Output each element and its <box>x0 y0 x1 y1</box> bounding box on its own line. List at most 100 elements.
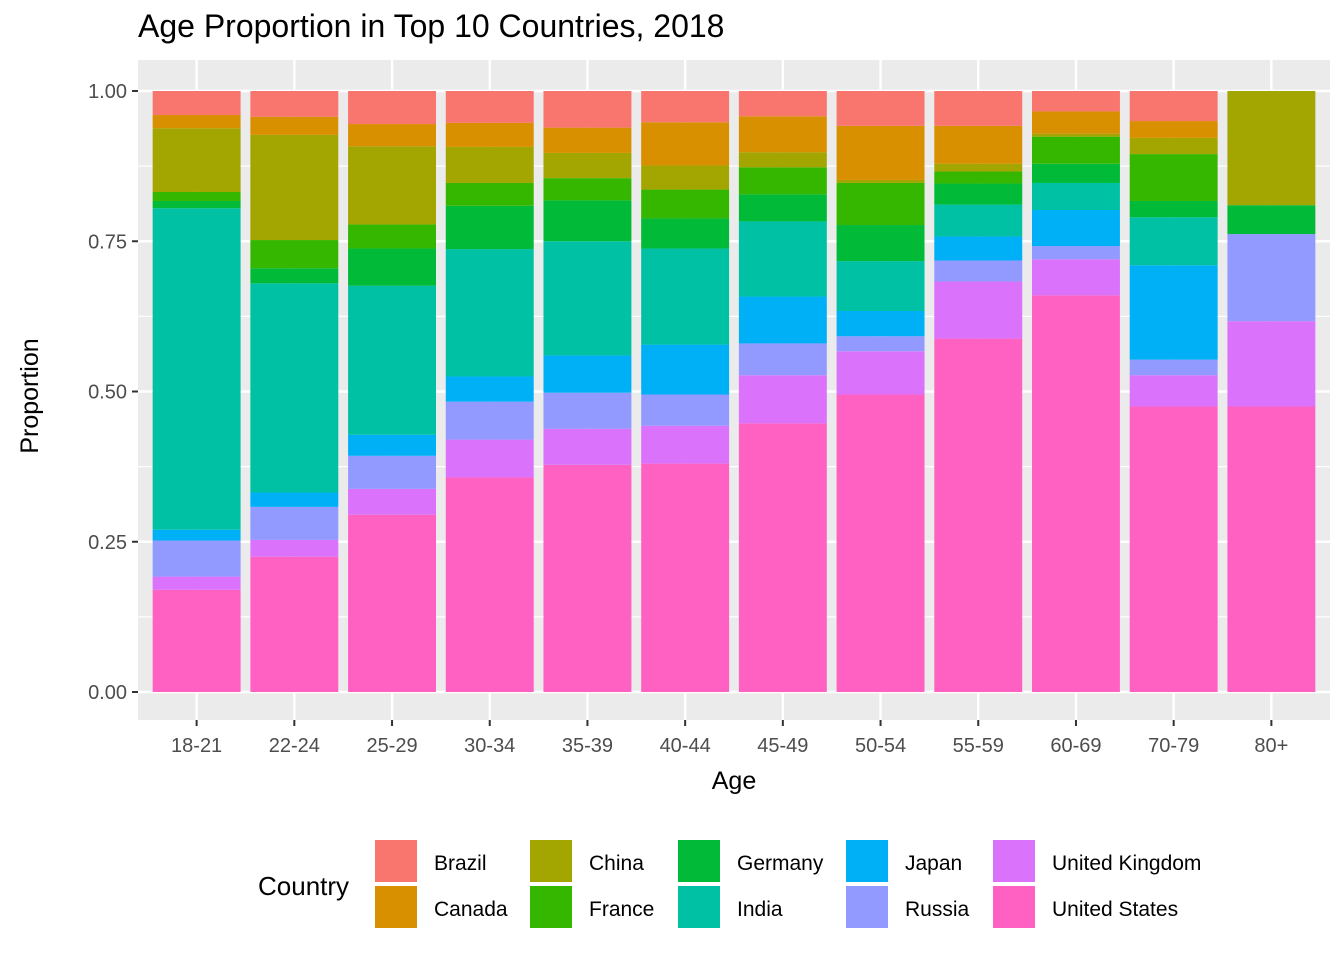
bar-segment <box>543 392 632 429</box>
legend-key <box>678 840 720 882</box>
legend-key <box>530 840 572 882</box>
bar-segment <box>348 488 436 515</box>
x-tick-label: 30-34 <box>464 735 515 757</box>
bar-segment <box>250 556 339 692</box>
bar-segment <box>250 506 339 540</box>
bar-segment <box>445 122 534 147</box>
bar-segment <box>348 146 436 225</box>
bar-segment <box>1129 406 1218 692</box>
bar-segment <box>836 125 925 180</box>
bar-segment <box>836 225 925 262</box>
bar-segment <box>836 261 925 311</box>
bar-segment <box>1032 182 1120 210</box>
bar-segment <box>836 179 925 183</box>
bar-segment <box>445 376 534 402</box>
bar-segment <box>641 91 730 123</box>
bar-segment <box>1227 234 1316 322</box>
bar-segment <box>641 425 730 464</box>
bar-segment <box>152 115 241 129</box>
bar-segment <box>1032 136 1120 164</box>
legend-label: United States <box>1052 898 1178 921</box>
bar-segment <box>543 91 632 128</box>
x-tick-label: 55-59 <box>953 735 1004 757</box>
legend-label: United Kingdom <box>1052 852 1201 875</box>
bar-segment <box>641 344 730 395</box>
x-tick-label: 40-44 <box>660 735 711 757</box>
bar-segment <box>1129 91 1218 122</box>
bar-segment <box>934 204 1023 237</box>
bar-segment <box>1227 205 1316 235</box>
bar-segment <box>250 539 339 557</box>
bar-segment <box>934 236 1023 261</box>
bar-segment <box>543 464 632 692</box>
bar-segment <box>1032 246 1120 260</box>
bar-segment <box>641 394 730 426</box>
bar-segment <box>445 182 534 206</box>
bar-segment <box>1032 111 1120 134</box>
bar-segment <box>250 116 339 135</box>
bar-segment <box>641 165 730 190</box>
bar-segment <box>934 171 1023 184</box>
y-axis-title: Proportion <box>16 338 44 453</box>
bar-segment <box>348 124 436 147</box>
legend-title: Country <box>258 871 349 901</box>
bar-segment <box>250 283 339 493</box>
bar-segment <box>641 218 730 249</box>
legend-key <box>678 886 720 928</box>
legend-label: Brazil <box>434 852 487 875</box>
bar-segment <box>738 375 827 424</box>
bar-segment <box>836 310 925 337</box>
bar-segment <box>934 260 1023 282</box>
bar-segment <box>836 182 925 226</box>
bar-segment <box>1129 265 1218 360</box>
bar-segment <box>1032 209 1120 247</box>
bar-segment <box>1129 200 1218 218</box>
bar-segment <box>738 167 827 195</box>
bar-segment <box>348 514 436 692</box>
x-axis: 18-21 22-24 25-29 30-34 35-39 40-44 45-49 50-54… <box>171 720 1288 757</box>
bar-segment <box>934 338 1023 692</box>
legend: Country Brazil Canada China France Germany In… <box>258 840 1201 928</box>
bar-segment <box>543 241 632 356</box>
legend-key <box>375 840 417 882</box>
bar-segment <box>152 540 241 577</box>
bar-segment <box>445 205 534 250</box>
bar-segment <box>152 529 241 541</box>
legend-key <box>993 886 1035 928</box>
x-tick-label: 80+ <box>1254 735 1288 757</box>
y-tick-label: 0.00 <box>88 682 127 704</box>
bar-segment <box>934 125 1023 164</box>
bar-segment <box>836 351 925 395</box>
bar-segment <box>1032 295 1120 692</box>
bar-segment <box>543 355 632 393</box>
bar-segment <box>1032 163 1120 183</box>
bar-segment <box>152 200 241 209</box>
bar-segment <box>543 127 632 153</box>
bar-segment <box>934 183 1023 205</box>
y-tick-label: 0.75 <box>88 231 127 253</box>
bar-segment <box>152 208 241 530</box>
legend-label: India <box>737 898 783 921</box>
bar-segment <box>738 296 827 344</box>
legend-key <box>530 886 572 928</box>
bar-segment <box>152 191 241 201</box>
legend-label: Japan <box>905 852 962 875</box>
bar-segment <box>250 240 339 269</box>
x-tick-label: 45-49 <box>757 735 808 757</box>
bar-segment <box>1032 133 1120 137</box>
bar-segment <box>738 152 827 168</box>
bar-segment <box>348 455 436 489</box>
x-tick-label: 18-21 <box>171 735 222 757</box>
bar-segment <box>934 281 1023 339</box>
bar-segment <box>1032 91 1120 112</box>
bar-segment <box>836 394 925 692</box>
bar-segment <box>738 343 827 376</box>
x-tick-label: 35-39 <box>562 735 613 757</box>
legend-key <box>993 840 1035 882</box>
y-tick-label: 0.25 <box>88 532 127 554</box>
bar-segment <box>152 91 241 116</box>
bar-segment <box>445 249 534 377</box>
x-tick-label: 60-69 <box>1050 735 1101 757</box>
bar-segment <box>738 194 827 222</box>
